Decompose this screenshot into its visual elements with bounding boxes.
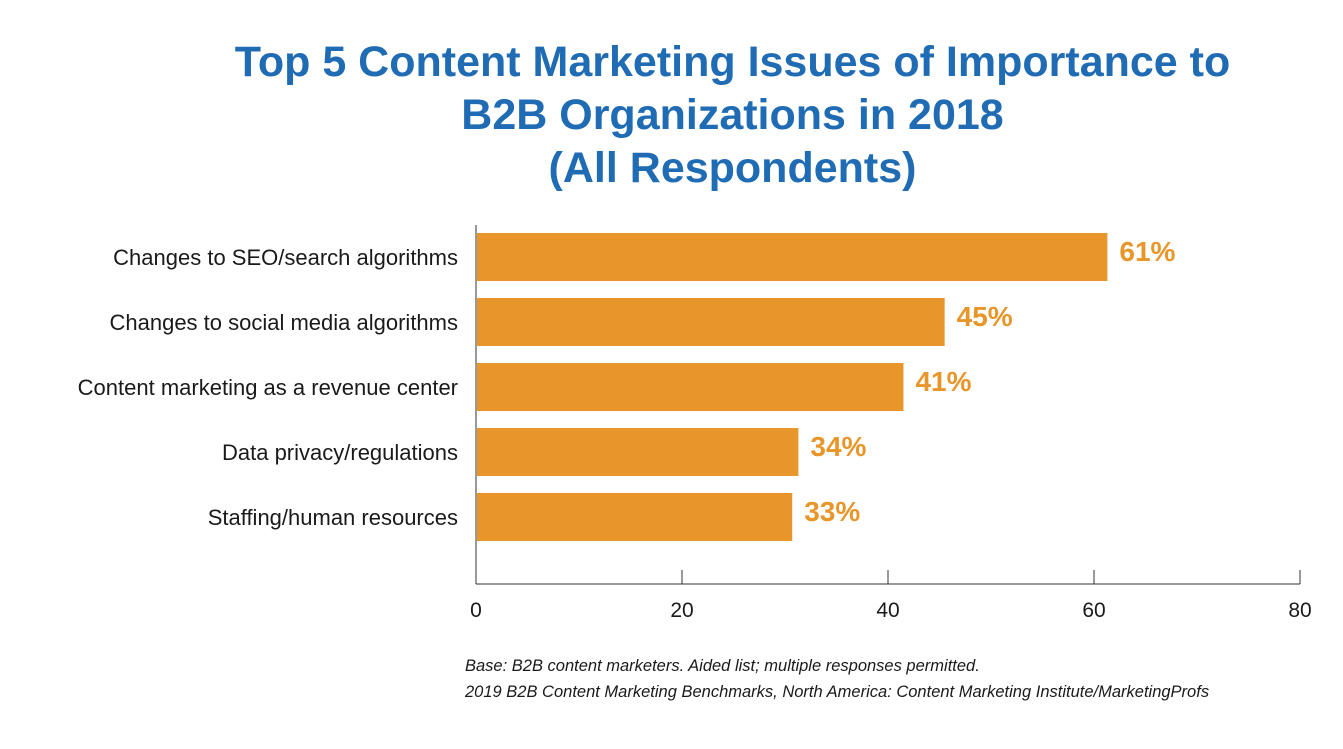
x-tick-label-80: 80 bbox=[1288, 599, 1311, 622]
category-label-3: Content marketing as a revenue center bbox=[78, 375, 458, 400]
x-tick-label-40: 40 bbox=[876, 599, 899, 622]
bar-1 bbox=[477, 233, 1108, 281]
chart-title-line-3: (All Respondents) bbox=[548, 144, 917, 192]
value-label-5: 33% bbox=[804, 496, 860, 527]
bar-2 bbox=[477, 298, 945, 346]
x-tick-label-20: 20 bbox=[670, 599, 693, 622]
category-label-1: Changes to SEO/search algorithms bbox=[113, 245, 458, 270]
category-label-2: Changes to social media algorithms bbox=[109, 310, 458, 335]
value-label-3: 41% bbox=[915, 366, 971, 397]
value-label-4: 34% bbox=[810, 431, 866, 462]
footnote-source: 2019 B2B Content Marketing Benchmarks, N… bbox=[465, 683, 1210, 701]
category-label-4: Data privacy/regulations bbox=[222, 440, 458, 465]
x-tick-label-0: 0 bbox=[470, 599, 482, 622]
category-label-5: Staffing/human resources bbox=[208, 505, 458, 530]
chart-title-line-1: Top 5 Content Marketing Issues of Import… bbox=[234, 38, 1231, 86]
footnote-base: Base: B2B content marketers. Aided list;… bbox=[465, 657, 980, 675]
chart-title: Top 5 Content Marketing Issues of Import… bbox=[0, 36, 1343, 195]
x-tick-label-60: 60 bbox=[1082, 599, 1105, 622]
bar-5 bbox=[477, 493, 793, 541]
bar-3 bbox=[477, 363, 904, 411]
value-label-1: 61% bbox=[1119, 236, 1175, 267]
value-label-2: 45% bbox=[957, 301, 1013, 332]
bar-4 bbox=[477, 428, 799, 476]
chart-title-line-2: B2B Organizations in 2018 bbox=[461, 91, 1004, 139]
